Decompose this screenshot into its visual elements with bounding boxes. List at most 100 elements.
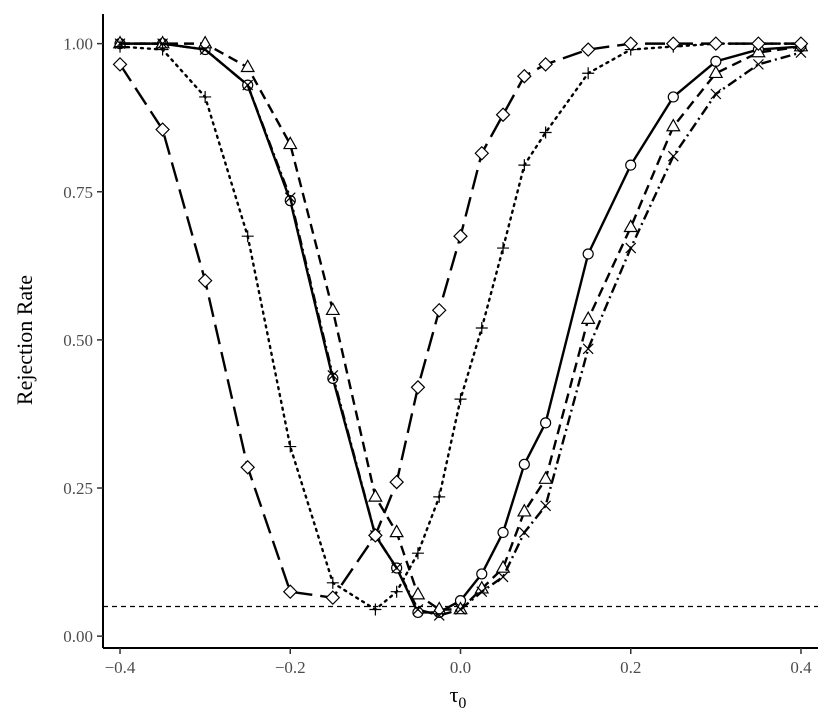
data-point [390,585,403,598]
data-point [793,36,809,51]
y-tick-label: 0.75 [63,183,93,202]
data-point [197,273,213,288]
data-point [751,44,766,58]
data-point [240,459,256,475]
data-point [580,42,596,57]
data-point [539,126,552,139]
series-triangle [112,35,809,615]
data-point [199,90,212,103]
x-axis-title-subscript: 0 [458,695,466,712]
data-point [518,527,530,538]
data-point [476,586,488,598]
data-point [282,584,298,600]
series-cross [114,38,807,621]
data-point [538,57,553,72]
data-point [369,603,382,616]
data-point [518,458,530,470]
data-point [625,242,637,254]
data-point [326,576,339,589]
data-point [751,36,766,51]
data-point [708,36,724,51]
data-point [453,228,468,244]
data-point [540,417,552,429]
data-point [625,159,637,171]
data-point [410,379,426,395]
x-axis: −0.4 −0.2 0.0 0.2 0.4 [103,647,818,677]
data-point [391,562,403,574]
x-tick-label: −0.2 [275,658,306,677]
data-point [411,547,424,560]
y-axis: 0.00 0.25 0.50 0.75 1.00 [63,14,104,648]
data-point [497,571,509,583]
y-tick-label: 0.25 [63,479,93,498]
y-tick-label: 1.00 [63,35,93,54]
data-point [325,302,341,316]
data-point [241,230,254,243]
data-point [540,500,552,512]
data-point [197,35,213,49]
data-point [412,606,424,619]
series-line [120,42,802,617]
data-point [495,107,511,123]
data-point [708,65,724,79]
data-point [752,58,764,70]
data-point [156,43,169,56]
data-point [665,118,681,132]
series-line [120,42,802,611]
data-point [155,122,170,137]
x-axis-title: τ0 [450,682,467,712]
data-point [580,310,596,324]
data-point [433,609,445,621]
data-point [114,38,126,50]
data-point [454,393,467,406]
x-tick-label: 0.0 [450,658,471,677]
series-circle [114,38,807,619]
data-point [710,88,722,100]
data-point [518,159,531,172]
data-point [368,488,383,502]
data-point [240,59,256,73]
data-point [284,192,296,204]
series-line [120,42,802,614]
data-point [582,343,594,355]
y-axis-title: Rejection Rate [12,275,37,405]
data-point [433,490,446,503]
data-point [431,302,447,318]
data-point [497,526,509,539]
data-point [623,219,639,233]
series-line [118,42,803,611]
data-point [475,322,488,335]
data-point [795,47,807,58]
x-axis-title-base: τ [450,682,459,707]
data-point [368,528,383,543]
data-point [667,150,679,162]
data-point [199,44,211,55]
data-point [582,67,595,80]
data-point [497,242,510,255]
x-tick-label: 0.4 [790,658,812,677]
plot-area [103,35,818,621]
series-diamond [112,36,809,605]
data-point [410,586,426,600]
data-point [474,145,490,161]
data-point [476,568,488,580]
data-point [623,36,639,51]
data-point [538,470,553,484]
data-point [157,38,169,50]
data-point [284,440,297,453]
data-point [325,590,341,605]
data-point [665,36,681,51]
data-point [517,503,532,517]
data-point [516,68,532,84]
x-tick-label: −0.4 [105,658,136,677]
data-point [431,601,447,615]
y-tick-label: 0.50 [63,331,93,350]
data-point [242,79,254,91]
data-point [112,57,128,72]
data-point [582,248,594,260]
series-plus [114,37,807,616]
data-point [327,370,339,381]
x-tick-label: 0.2 [620,658,641,677]
data-point [389,524,404,538]
